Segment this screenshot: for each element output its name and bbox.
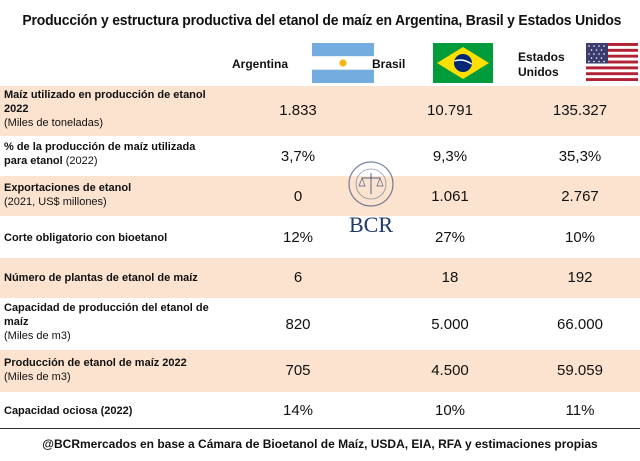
usa-flag-icon [586, 43, 638, 81]
row-label-sub: (2022) [65, 155, 98, 167]
value-argentina: 0 [293, 188, 303, 205]
row-label: Número de plantas de etanol de maíz [4, 271, 244, 285]
row-label-line1: Exportaciones de etanol [4, 182, 132, 194]
value-argentina: 820 [285, 316, 311, 333]
value-brasil: 10% [434, 402, 466, 419]
row-label-sub: (Miles de m3) [4, 371, 71, 383]
value-argentina: 1.833 [279, 102, 317, 119]
value-argentina: 14% [282, 402, 314, 419]
argentina-flag-icon [312, 43, 374, 83]
value-usa: 66.000 [557, 316, 603, 333]
row-label-line2: maíz [4, 316, 29, 328]
row-label-sub: (Miles de toneladas) [4, 117, 104, 129]
country-usa-label-line2: Unidos [518, 65, 559, 79]
divider [0, 428, 640, 429]
value-brasil: 5.000 [431, 316, 469, 333]
table-row: Maíz utilizado en producción de etanol 2… [0, 86, 640, 136]
country-brasil-label: Brasil [372, 57, 406, 71]
row-label: Capacidad de producción del etanol de ma… [4, 301, 244, 343]
value-usa: 35,3% [558, 148, 602, 165]
table-row: Exportaciones de etanol (2021, US$ millo… [0, 176, 640, 216]
value-usa: 2.767 [561, 188, 599, 205]
brazil-flag-icon [433, 43, 493, 83]
country-argentina-label: Argentina [232, 57, 289, 71]
table-row: Número de plantas de etanol de maíz 6 18… [0, 258, 640, 298]
value-brasil: 1.061 [431, 188, 469, 205]
row-label: % de la producción de maíz utilizada par… [4, 140, 244, 168]
row-label-line1: Producción de etanol de maíz 2022 [4, 357, 187, 369]
row-label-line1: Maíz utilizado en producción de etanol [4, 89, 206, 101]
row-label-sub: (2021, US$ millones) [4, 196, 107, 208]
value-argentina: 6 [293, 269, 303, 286]
row-label: Corte obligatorio con bioetanol [4, 231, 244, 245]
row-label: Maíz utilizado en producción de etanol 2… [4, 88, 244, 130]
value-brasil: 18 [441, 269, 459, 286]
value-usa: 192 [567, 269, 593, 286]
value-argentina: 3,7% [280, 148, 316, 165]
value-usa: 59.059 [557, 362, 603, 379]
value-brasil: 27% [434, 229, 466, 246]
row-label-line2: para etanol [4, 155, 63, 167]
table-row: % de la producción de maíz utilizada par… [0, 136, 640, 176]
row-label-line2: 2022 [4, 103, 29, 115]
page-title: Producción y estructura productiva del e… [22, 12, 622, 29]
value-brasil: 4.500 [431, 362, 469, 379]
value-usa: 11% [565, 402, 595, 419]
value-argentina: 12% [282, 229, 314, 246]
row-label-line1: Capacidad ociosa (2022) [4, 405, 133, 417]
value-argentina: 705 [285, 362, 311, 379]
row-label: Capacidad ociosa (2022) [4, 404, 244, 418]
table-row: Capacidad ociosa (2022) 14% 10% 11% [0, 392, 640, 428]
row-label-sub: (Miles de m3) [4, 330, 71, 342]
value-usa: 135.327 [552, 102, 608, 119]
row-label: Producción de etanol de maíz 2022 (Miles… [4, 356, 244, 384]
row-label-line1: Número de plantas de etanol de maíz [4, 272, 198, 284]
table-row: Corte obligatorio con bioetanol 12% 27% … [0, 216, 640, 258]
table-row: Producción de etanol de maíz 2022 (Miles… [0, 350, 640, 392]
table-header: Argentina Brasil Estados Unidos [0, 43, 640, 87]
row-label-line1: Corte obligatorio con bioetanol [4, 232, 168, 244]
source-footer: @BCRmercados en base a Cámara de Bioetan… [42, 437, 598, 451]
table-row: Capacidad de producción del etanol de ma… [0, 298, 640, 350]
country-usa-label-line1: Estados [518, 50, 565, 64]
value-usa: 10% [564, 229, 596, 246]
row-label-line1: Capacidad de producción del etanol de [4, 302, 209, 314]
row-label-line1: % de la producción de maíz utilizada [4, 141, 196, 153]
value-brasil: 9,3% [432, 148, 468, 165]
value-brasil: 10.791 [427, 102, 473, 119]
row-label: Exportaciones de etanol (2021, US$ millo… [4, 181, 244, 209]
